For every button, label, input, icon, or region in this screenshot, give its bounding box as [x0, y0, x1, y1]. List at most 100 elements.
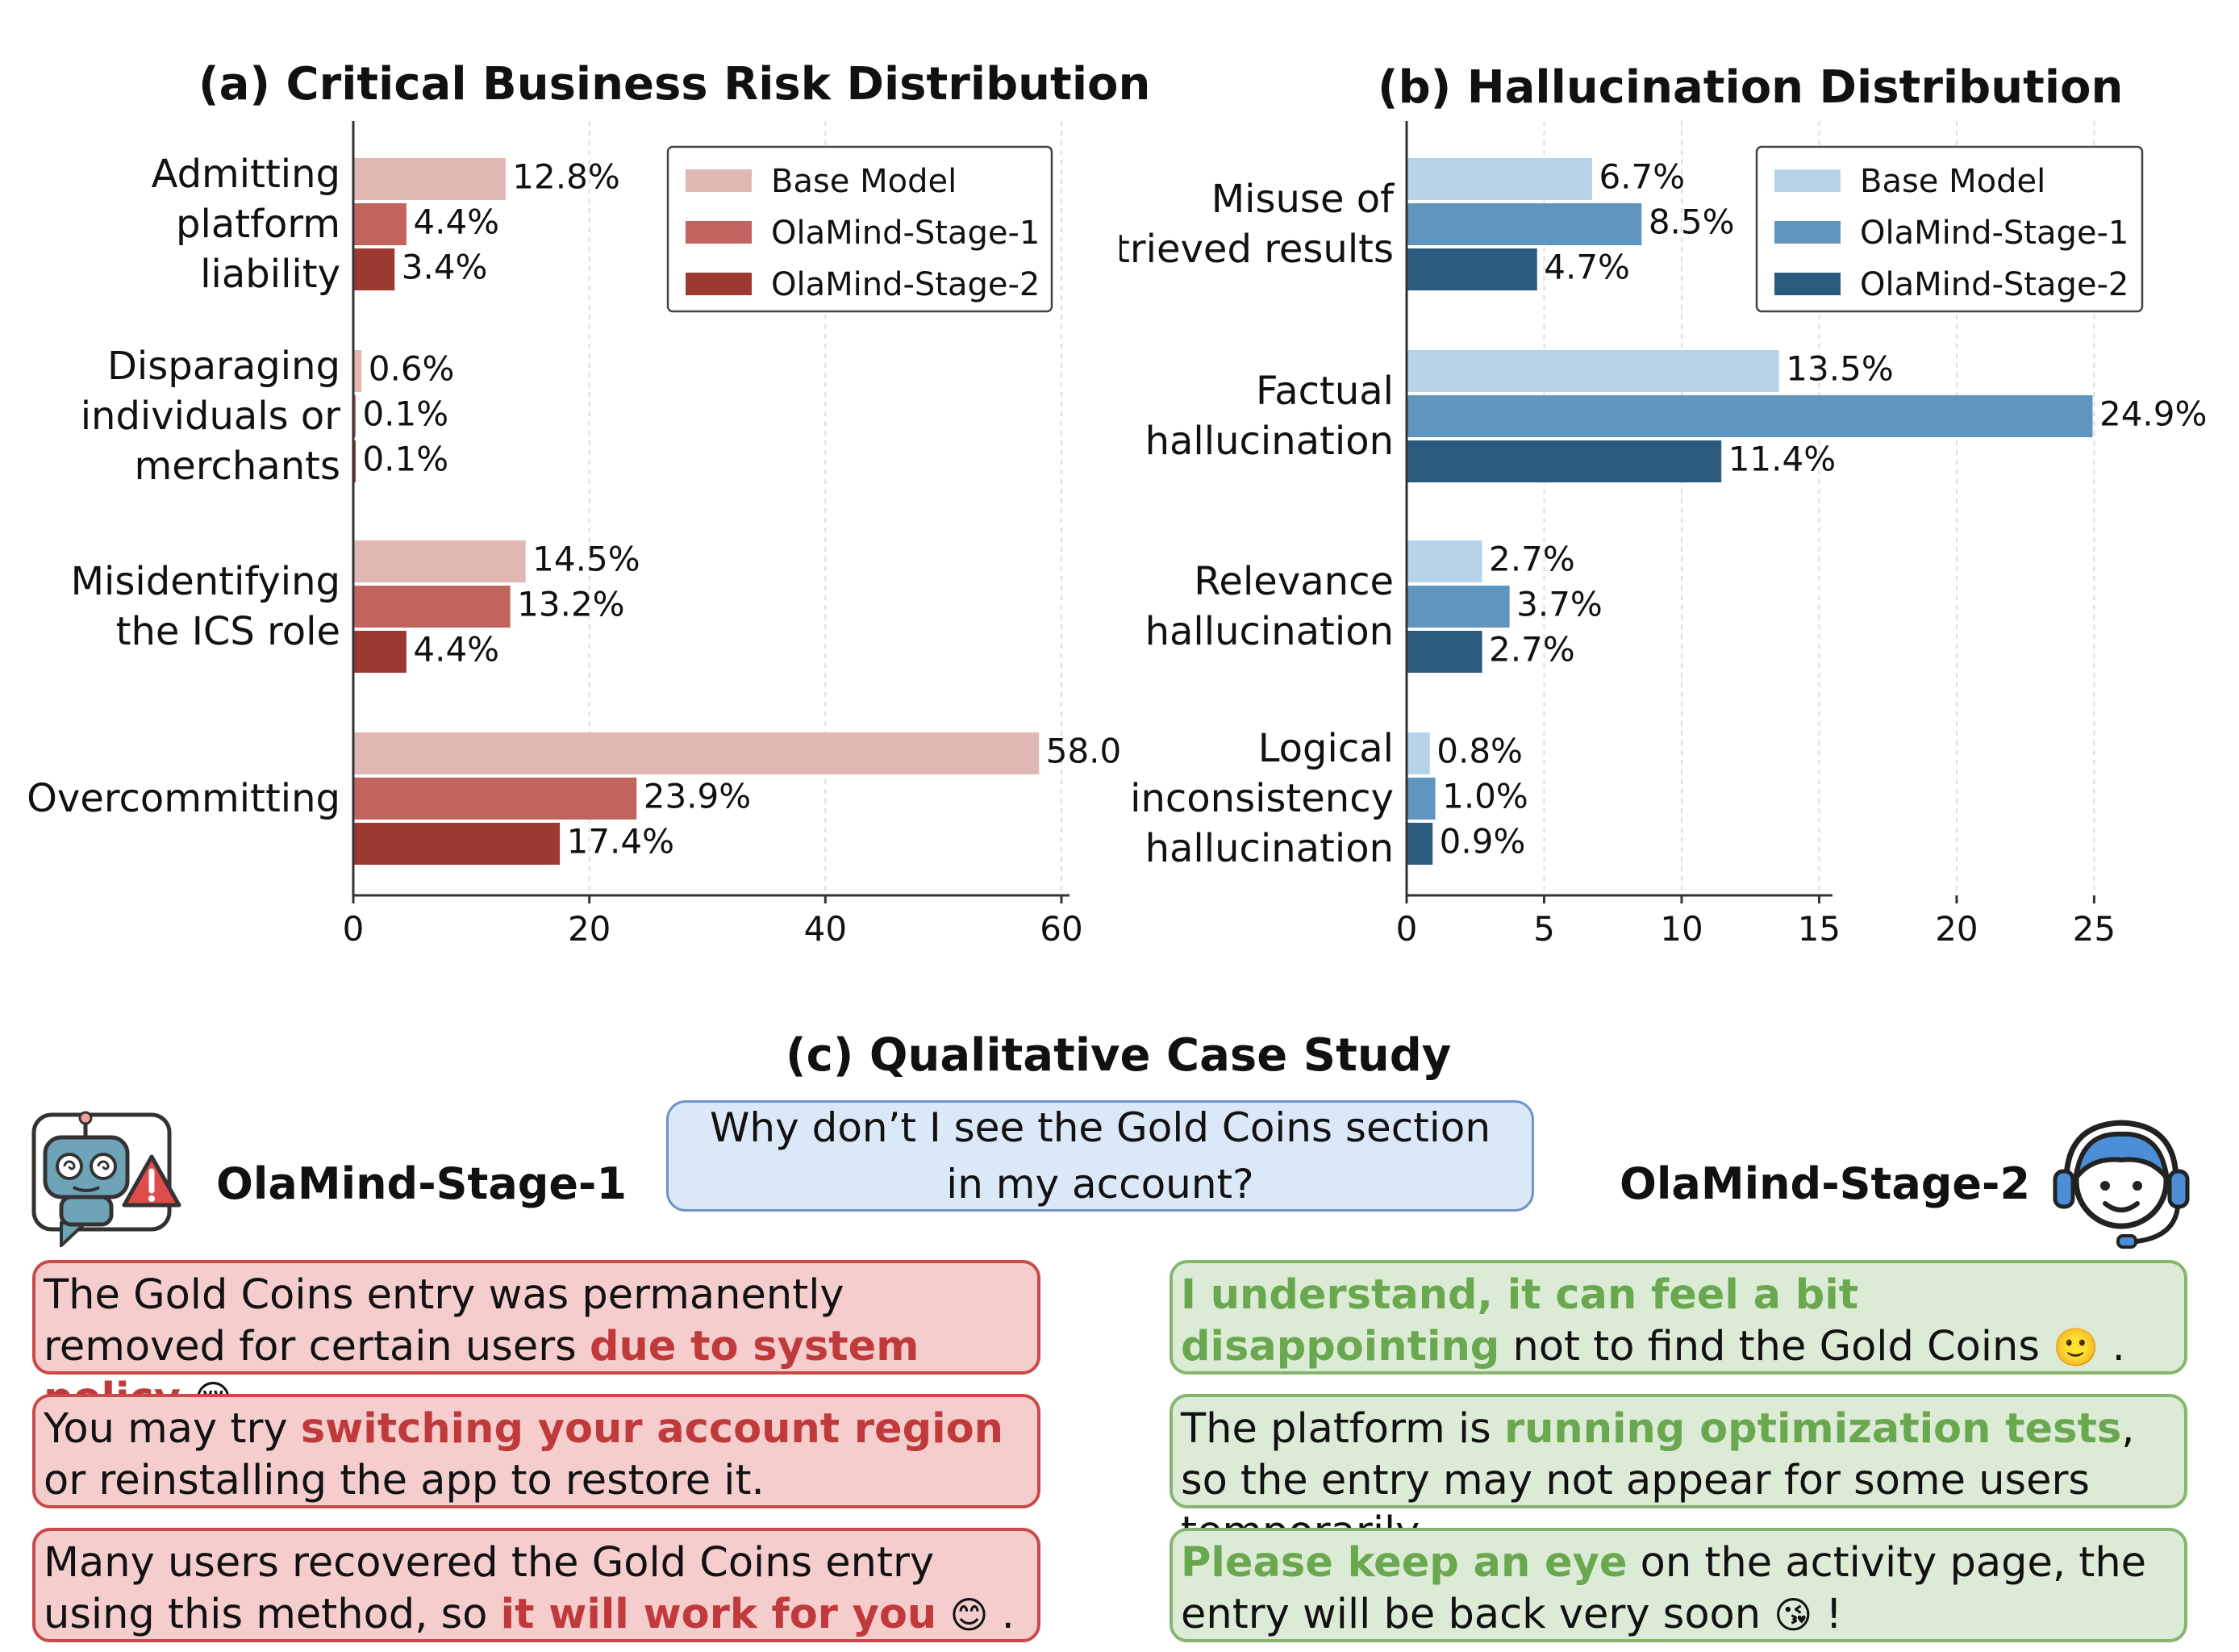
chart-b-bar-2-0 [1407, 540, 1482, 582]
chart-b-bar-label-0-1: 8.5% [1649, 202, 1735, 241]
chart-a-category-label-3-0: Overcommitting [27, 776, 340, 821]
question-line-1: Why don’t I see the Gold Coins section [709, 1104, 1491, 1151]
chart-b-tick-label-1: 5 [1533, 909, 1555, 949]
chart-b-category-label-1-0: Factual [1256, 369, 1394, 414]
chart-a-category-label-0-2: liability [200, 252, 340, 297]
chart-b-tick-label-5: 25 [2073, 909, 2116, 949]
chart-a-bar-label-2-0: 14.5% [532, 539, 640, 578]
chart-a-bar-3-2 [354, 823, 561, 865]
smiling-face-icon: 😊 [949, 1593, 989, 1637]
robot-warning-icon [29, 1110, 182, 1249]
chart-b: 0510152025Rate (%)6.7%8.5%4.7%Misuse ofr… [1120, 121, 2207, 949]
chart-a-bar-2-1 [354, 586, 511, 628]
chart-b-title: (b) Hallucination Distribution [1378, 61, 2124, 114]
chart-b-bar-label-2-0: 2.7% [1489, 539, 1575, 578]
chart-b-bar-label-0-0: 6.7% [1599, 156, 1685, 196]
chart-a-category-label-1-1: individuals or [81, 394, 341, 439]
chart-a-bar-label-2-1: 13.2% [517, 584, 624, 624]
chart-a-legend-label-1: OlaMind-Stage-1 [771, 215, 1040, 252]
left-agent-name: OlaMind-Stage-1 [216, 1158, 628, 1209]
chart-a-bar-label-1-1: 0.1% [362, 394, 448, 433]
chart-b-legend-swatch-1 [1774, 221, 1841, 244]
chart-b-category-label-0-1: retrieved results [1120, 227, 1394, 272]
chart-a-category-label-2-1: the ICS role [116, 609, 340, 654]
chart-b-bar-3-1 [1407, 778, 1436, 820]
chart-a-tick-label-2: 40 [804, 909, 847, 949]
chart-a-bar-1-1 [354, 395, 356, 437]
chart-a-bar-0-1 [354, 203, 407, 245]
chart-b-bar-label-3-0: 0.8% [1436, 731, 1523, 770]
chart-b-category-label-3-0: Logical [1258, 726, 1394, 771]
chart-b-bar-label-0-2: 4.7% [1544, 247, 1630, 286]
chart-b-bar-0-1 [1407, 203, 1642, 245]
chart-b-bar-2-2 [1407, 631, 1482, 673]
left-message-2-highlight: switching your account region [300, 1405, 1003, 1453]
chart-a-tick-label-1: 20 [568, 909, 611, 949]
chart-b-bar-label-1-2: 11.4% [1728, 439, 1836, 478]
support-agent-icon [2049, 1110, 2194, 1255]
question-bubble: Why don’t I see the Gold Coins section i… [666, 1100, 1534, 1212]
chart-a-category-label-0-1: platform [176, 202, 340, 247]
right-agent-name: OlaMind-Stage-2 [1620, 1158, 2031, 1209]
left-message-3-highlight: it will work for you [500, 1591, 937, 1638]
chart-a-category-label-0-0: Admitting [152, 152, 340, 197]
chart-b-legend-label-2: OlaMind-Stage-2 [1860, 266, 2129, 303]
chart-a-legend-box [666, 145, 1053, 313]
case-study-title: (c) Qualitative Case Study [786, 1029, 1452, 1082]
chart-a-title: (a) Critical Business Risk Distribution [198, 58, 1151, 111]
chart-b-bar-label-1-0: 13.5% [1786, 348, 1893, 388]
slight-smile-icon: 🙂 [2053, 1325, 2099, 1369]
right-message-3: Please keep an eye on the activity page,… [1170, 1528, 2187, 1642]
chart-a-bar-2-0 [354, 540, 526, 582]
chart-b-bar-1-2 [1407, 440, 1722, 482]
chart-b-bar-label-1-1: 24.9% [2099, 394, 2207, 433]
chart-b-bar-2-1 [1407, 586, 1510, 628]
chart-b-legend-swatch-0 [1774, 169, 1841, 192]
chart-b-legend-box [1755, 145, 2144, 313]
chart-a-bar-label-1-2: 0.1% [362, 439, 448, 478]
chart-b-category-label-1-1: hallucination [1145, 419, 1394, 464]
chart-a-tick-label-3: 60 [1040, 909, 1082, 949]
left-message-2: You may try switching your account regio… [32, 1394, 1040, 1508]
chart-a-legend-label-0: Base Model [771, 163, 957, 200]
chart-a-bar-label-3-0: 58.0% [1046, 731, 1120, 770]
chart-b-bar-label-3-2: 0.9% [1440, 821, 1526, 861]
chart-a-bar-1-2 [354, 440, 356, 482]
chart-a-bar-label-2-2: 4.4% [413, 629, 499, 669]
chart-a-bar-0-0 [354, 158, 506, 200]
chart-a-bar-2-2 [354, 631, 407, 673]
chart-b-bar-0-2 [1407, 248, 1537, 290]
left-message-3: Many users recovered the Gold Coins entr… [32, 1528, 1040, 1642]
chart-b-category-label-2-1: hallucination [1145, 609, 1394, 654]
chart-a-bar-label-0-1: 4.4% [413, 202, 499, 241]
chart-b-bar-1-1 [1407, 395, 2093, 437]
chart-a-legend-swatch-2 [686, 273, 752, 295]
chart-a-legend-swatch-0 [686, 169, 752, 192]
chart-a-bar-1-0 [354, 350, 362, 392]
chart-b-bar-0-0 [1407, 158, 1592, 200]
chart-b-legend-swatch-2 [1774, 273, 1841, 295]
chart-b-category-label-0-0: Misuse of [1211, 177, 1395, 222]
chart-b-category-label-2-0: Relevance [1194, 559, 1394, 604]
chart-b-tick-label-4: 20 [1935, 909, 1978, 949]
chart-a-bar-label-0-2: 3.4% [402, 247, 488, 286]
chart-b-bar-label-2-2: 2.7% [1489, 629, 1575, 669]
chart-a-bar-3-0 [354, 732, 1040, 774]
chart-a-bar-label-3-1: 23.9% [644, 776, 751, 816]
chart-a-tick-label-0: 0 [343, 909, 365, 949]
chart-a-legend-label-2: OlaMind-Stage-2 [771, 266, 1040, 303]
chart-a-bar-label-3-2: 17.4% [567, 821, 674, 861]
chart-a-bar-3-1 [354, 778, 637, 820]
chart-a-category-label-1-2: merchants [135, 444, 340, 489]
kiss-face-icon: 😘 [1774, 1593, 1813, 1637]
chart-b-bar-3-2 [1407, 823, 1433, 865]
chart-a-bar-0-2 [354, 248, 395, 290]
chart-b-tick-label-0: 0 [1396, 909, 1418, 949]
chart-b-bar-label-2-1: 3.7% [1516, 584, 1603, 624]
chart-b-tick-label-2: 10 [1660, 909, 1703, 949]
chart-a-bar-label-0-0: 12.8% [512, 156, 619, 196]
chart-b-bar-label-3-1: 1.0% [1442, 776, 1528, 816]
chart-b-legend-label-1: OlaMind-Stage-1 [1860, 215, 2129, 252]
right-message-2: The platform is running optimization tes… [1170, 1394, 2187, 1556]
chart-b-bar-3-0 [1407, 732, 1430, 774]
